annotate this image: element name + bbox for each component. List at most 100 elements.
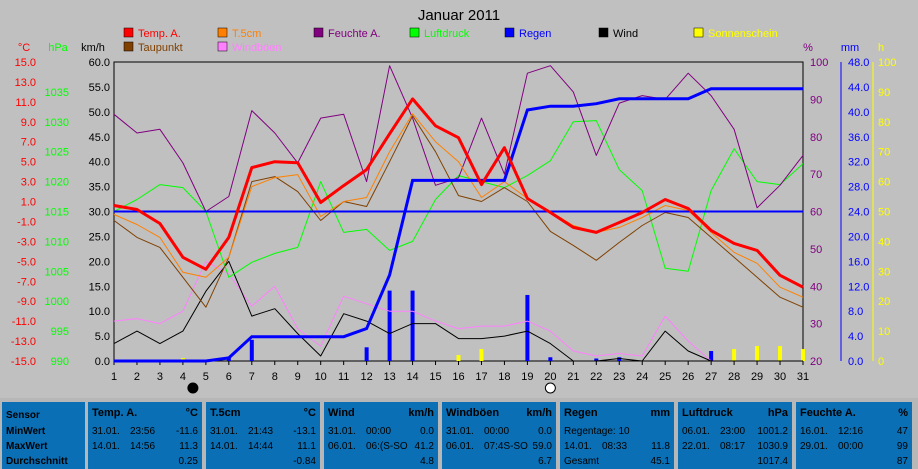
mm-tick-label: 4.0 — [848, 331, 863, 343]
mm-tick-label: 48.0 — [848, 57, 869, 69]
wind-tick-label: 5.0 — [95, 331, 110, 343]
stats-min-time: 23:56 — [130, 426, 156, 437]
pct-tick-label: 100 — [810, 57, 828, 69]
x-tick-label: 9 — [295, 371, 301, 383]
x-tick-label: 26 — [682, 371, 694, 383]
stats-max-value: 99 — [896, 441, 908, 452]
stats-min-row: Regentage: 10 — [564, 426, 670, 438]
pct-tick-label: 30 — [810, 319, 822, 331]
stats-column-header: Luftdruck hPa — [682, 407, 788, 421]
stats-avg-value: 1017.4 — [757, 456, 788, 467]
stats-avg-value: 4.8 — [420, 456, 434, 467]
stats-max-row: 14.01. 14:44 11.1 — [210, 441, 316, 453]
temp-tick-label: -13.0 — [11, 336, 36, 348]
stats-min-value: 47 — [896, 426, 908, 437]
stats-max-date: 14.01. — [92, 441, 120, 452]
stats-column-unit: % — [898, 407, 908, 419]
x-tick-label: 5 — [203, 371, 209, 383]
press-tick-label: 990 — [51, 356, 69, 368]
hours-tick-label: 70 — [878, 147, 890, 159]
rain-day-bar — [617, 357, 622, 361]
mm-tick-label: 44.0 — [848, 82, 869, 94]
temp-tick-label: -11.0 — [12, 316, 36, 328]
legend-label-sun: Sonnenschein — [708, 28, 778, 40]
temp-tick-label: 11.0 — [15, 97, 36, 109]
wind-tick-label: 50.0 — [89, 107, 110, 119]
stats-min-row: 31.01. 00:00 0.0 — [446, 426, 552, 438]
rain-day-bar — [594, 358, 599, 361]
stats-max-date: 29.01. — [800, 441, 828, 452]
stats-max-date: 06.01. — [328, 441, 356, 452]
stats-min-date: 16.01. — [800, 426, 828, 437]
stats-avg-row: 4.8 — [328, 456, 434, 468]
x-tick-label: 16 — [452, 371, 464, 383]
stats-column-unit: °C — [303, 407, 316, 419]
hours-tick-label: 40 — [878, 236, 890, 248]
stats-max-date: 14.01. — [564, 441, 592, 452]
stats-max-time: 07:4S-SO — [484, 441, 528, 452]
stats-min-date: 31.01. — [446, 426, 474, 437]
hours-unit-label: h — [878, 42, 884, 54]
wind-tick-label: 45.0 — [89, 132, 110, 144]
stats-max-row: 14.01. 14:56 11.3 — [92, 441, 198, 453]
stats-min-time: 00:00 — [484, 426, 510, 437]
stats-max-row: 29.01. 00:00 99 — [800, 441, 908, 453]
stats-column-header: Regen mm — [564, 407, 670, 421]
x-tick-label: 11 — [338, 371, 349, 383]
legend-label-dew: Taupunkt — [138, 42, 183, 54]
x-tick-label: 2 — [134, 371, 140, 383]
x-tick-label: 29 — [751, 371, 763, 383]
legend-label-gust: Windböen — [232, 42, 282, 54]
press-tick-label: 1035 — [45, 87, 69, 99]
wind-tick-label: 10.0 — [89, 306, 110, 318]
stats-column-header: Wind km/h — [328, 407, 434, 421]
rain-day-bar — [387, 290, 392, 361]
x-tick-label: 15 — [429, 371, 441, 383]
stats-column: T.5cm °C 31.01. 21:43 -13.1 14.01. 14:44 11.1 -0… — [206, 402, 320, 469]
stats-max-time: 08:33 — [602, 441, 628, 452]
stats-column-name: T.5cm — [210, 407, 241, 419]
legend-swatch-t5 — [217, 27, 228, 38]
legend-label-t5: T.5cm — [232, 28, 261, 40]
press-tick-label: 1030 — [45, 117, 69, 129]
stats-avg-label: Gesamt — [564, 456, 600, 467]
sunshine-bar — [778, 346, 783, 361]
stats-min-date: 31.01. — [328, 426, 356, 437]
x-tick-label: 8 — [272, 371, 278, 383]
stats-min-time: 12:16 — [838, 426, 864, 437]
temp-tick-label: 5.0 — [21, 157, 36, 169]
full-moon-icon — [544, 382, 556, 394]
stats-column-name: Wind — [328, 407, 355, 419]
row-label-min: MinWert — [6, 426, 46, 437]
stats-column-name: Luftdruck — [682, 407, 733, 419]
stats-column: Windböen km/h 31.01. 00:00 0.0 06.01. 07:4S-SO… — [442, 402, 556, 469]
stats-max-date: 06.01. — [446, 441, 474, 452]
pct-tick-label: 90 — [810, 94, 822, 106]
hours-tick-label: 60 — [878, 177, 890, 189]
stats-column-header: Feuchte A.% — [800, 407, 908, 421]
stats-min-date: Regentage: 10 — [564, 426, 630, 437]
pct-tick-label: 50 — [810, 244, 822, 256]
hours-tick-label: 30 — [878, 266, 890, 278]
stats-column-header: Windböen km/h — [446, 407, 552, 421]
hours-tick-label: 50 — [878, 207, 890, 219]
mm-tick-label: 24.0 — [848, 207, 869, 219]
rain-day-bar — [364, 347, 369, 361]
x-tick-label: 6 — [226, 371, 232, 383]
stats-avg-row: Gesamt 45.1 — [564, 456, 670, 468]
stats-min-value: -13.1 — [293, 426, 316, 437]
temp-tick-label: -1.0 — [17, 216, 36, 228]
legend-swatch-sun — [693, 27, 704, 38]
pct-unit-label: % — [803, 42, 813, 54]
mm-tick-label: 32.0 — [848, 157, 869, 169]
legend-swatch-rain — [504, 27, 515, 38]
legend-swatch-wind — [598, 27, 609, 38]
press-tick-label: 1000 — [45, 296, 69, 308]
stats-min-row: 31.01. 21:43 -13.1 — [210, 426, 316, 438]
mm-tick-label: 20.0 — [848, 231, 869, 243]
stats-column-name: Temp. A. — [92, 407, 138, 419]
temp-tick-label: 7.0 — [21, 137, 36, 149]
stats-min-date: 31.01. — [210, 426, 238, 437]
wind-tick-label: 60.0 — [89, 57, 110, 69]
stats-max-row: 06.01. 06:(S-SO 41.2 — [328, 441, 434, 453]
